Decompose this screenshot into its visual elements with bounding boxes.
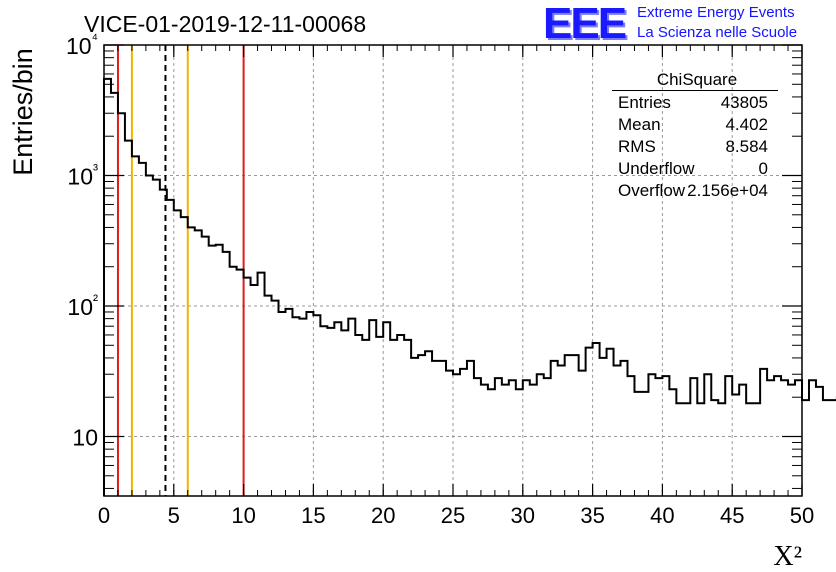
x-tick-label: 50	[790, 503, 814, 528]
y-tick-label: 10	[72, 425, 98, 451]
x-tick-label: 15	[301, 503, 325, 528]
y-tick-label: 10³	[67, 162, 98, 190]
x-tick-label: 25	[441, 503, 465, 528]
x-tick-label: 10	[231, 503, 255, 528]
x-tick-labels: 0 5 10 15 20 25 30 35 40 45 50	[98, 503, 814, 528]
x-tick-label: 40	[650, 503, 674, 528]
grid	[104, 45, 802, 496]
reference-lines	[116, 45, 245, 496]
x-tick-label: 0	[98, 503, 110, 528]
stats-box: ChiSquare Entries 43805 Mean 4.402 RMS 8…	[612, 70, 782, 210]
stats-title: ChiSquare	[656, 70, 738, 89]
histogram-line	[103, 77, 836, 496]
x-tick-label: 20	[371, 503, 395, 528]
x-tick-label: 5	[168, 503, 180, 528]
axis-ticks	[103, 44, 803, 496]
x-tick-label: 45	[720, 503, 744, 528]
y-tick-exponent: ⁴	[92, 31, 98, 48]
org-name-line-2: La Scienza nelle Scuole	[637, 24, 798, 41]
x-axis-title: X²	[773, 541, 802, 572]
eee-logo: EEE	[543, 0, 627, 48]
y-tick-label: 10²	[67, 292, 98, 320]
y-tick-exponent: ³	[93, 162, 98, 179]
org-name-line-1: Extreme Energy Events	[637, 4, 795, 21]
y-axis-title: Entries/bin	[8, 48, 38, 176]
x-tick-label: 30	[511, 503, 535, 528]
y-tick-exponent: ²	[93, 292, 98, 309]
chart-title: VICE-01-2019-12-11-00068	[84, 11, 367, 37]
x-tick-label: 35	[580, 503, 604, 528]
stats-divider	[612, 90, 778, 91]
